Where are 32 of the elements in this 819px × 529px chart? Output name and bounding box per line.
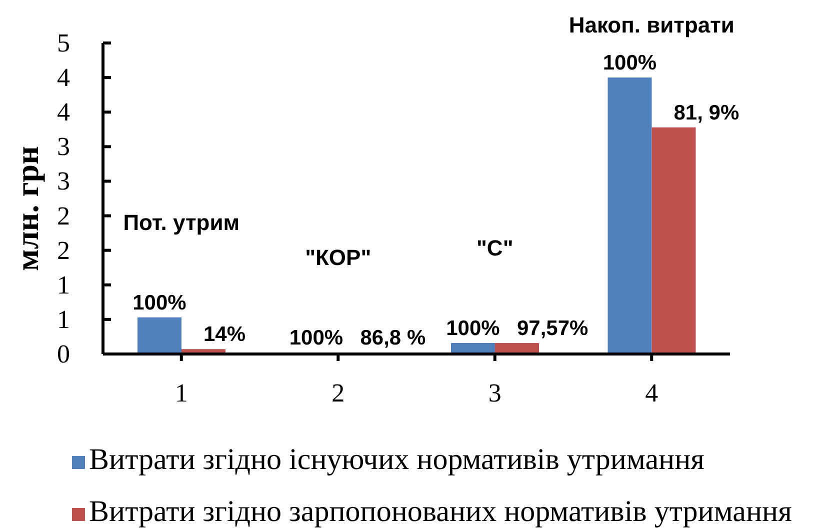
annotation: "КОР" <box>305 245 372 270</box>
bar <box>608 78 652 354</box>
y-tick-label: 4 <box>57 98 70 127</box>
legend-label: Витрати згідно існуючих нормативів утримання <box>89 443 704 476</box>
y-tick-label: 3 <box>57 166 70 196</box>
x-tick-label: 1 <box>174 378 188 408</box>
bar <box>137 317 182 354</box>
annotation: Пот. утрим <box>123 210 240 235</box>
y-tick-label: 5 <box>57 28 70 58</box>
annotation: 97,57% <box>516 316 589 340</box>
x-tick-label: 4 <box>645 378 658 408</box>
x-tick-label: 2 <box>332 378 345 408</box>
annotation: 14% <box>203 323 246 346</box>
annotation: 100% <box>602 52 657 75</box>
bar <box>652 127 696 354</box>
x-tick-label: 3 <box>488 378 502 408</box>
y-axis-title: млн. грн <box>9 146 45 271</box>
annotation: 100% <box>289 326 344 350</box>
y-tick-label: 1 <box>57 270 70 300</box>
text: Накоп. витрати <box>568 12 734 38</box>
y-tick-label: 0 <box>57 340 70 368</box>
y-tick-label: 2 <box>57 201 70 230</box>
y-tick-label: 2 <box>57 236 70 265</box>
y-tick-label: 1 <box>57 304 70 334</box>
y-tick-label: 4 <box>57 63 70 92</box>
annotation: 86,8 % <box>360 326 426 350</box>
annotation: "С" <box>476 235 514 260</box>
y-tick-label: 3 <box>57 132 70 162</box>
legend-label: Витрати згідно зарпопонованих нормативів утримання <box>89 495 792 528</box>
annotation: 81, 9% <box>674 101 740 124</box>
annotation: 100% <box>446 316 500 340</box>
annotation: 100% <box>132 291 187 314</box>
